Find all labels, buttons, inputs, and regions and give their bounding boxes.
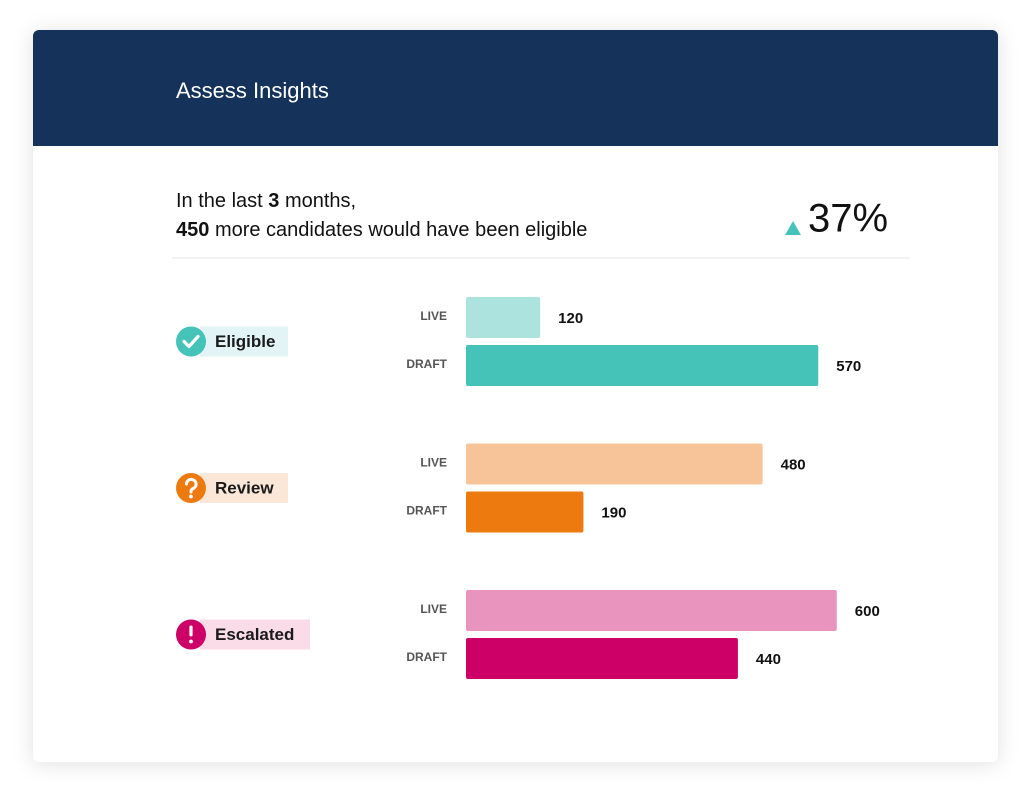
value-label: 440 (756, 651, 781, 668)
series-label: LIVE (420, 602, 447, 616)
category-label: Review (215, 478, 274, 497)
up-arrow (785, 221, 801, 235)
summary-line: 450 more candidates would have been elig… (176, 219, 587, 241)
category-label: Eligible (215, 332, 275, 351)
change-value: 37% (808, 197, 888, 241)
series-label: DRAFT (406, 504, 447, 518)
bar (466, 590, 837, 631)
value-label: 120 (558, 310, 583, 327)
card-body (33, 30, 998, 762)
value-label: 480 (781, 456, 806, 473)
value-label: 570 (836, 358, 861, 375)
category-badge (200, 326, 288, 357)
question-dot (189, 494, 193, 499)
exclaim-dot (189, 639, 193, 644)
header-title: Assess Insights (176, 78, 329, 103)
value-label: 190 (601, 504, 626, 521)
category-icon (176, 473, 206, 503)
bar (466, 491, 584, 533)
bar (466, 297, 541, 338)
series-label: LIVE (420, 309, 447, 323)
chart: Eligible LIVE 120 DRAFT 570 Review LIVE 480 DRAF… (176, 297, 880, 679)
summary-months: 3 (268, 190, 279, 212)
summary-text: more candidates would have been eligible (215, 219, 587, 241)
bar (466, 345, 819, 386)
header-bar (33, 30, 998, 146)
category-badge (200, 473, 288, 503)
category-icon (176, 326, 206, 357)
summary-count: 450 (176, 219, 209, 241)
series-label: LIVE (420, 456, 447, 470)
summary-text: months, (285, 190, 356, 212)
exclaim-icon (189, 625, 193, 637)
series-label: DRAFT (406, 650, 447, 664)
question-icon (185, 477, 198, 494)
value-label: 600 (855, 603, 880, 620)
bar (466, 638, 738, 679)
card (33, 30, 998, 762)
category-label: Escalated (215, 625, 294, 644)
summary-line: In the last 3 months, (176, 190, 356, 212)
category-badge (200, 619, 310, 650)
series-label: DRAFT (406, 357, 447, 371)
bar (466, 443, 763, 485)
summary-text: In the last (176, 190, 263, 212)
check-icon (182, 334, 200, 349)
